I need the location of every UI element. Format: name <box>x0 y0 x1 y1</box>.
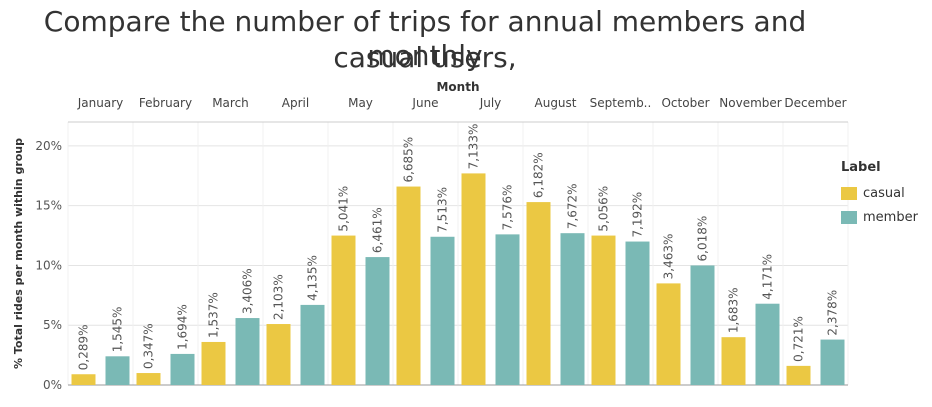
data-label-casual-11: 0,721% <box>792 316 806 362</box>
data-label-member-1: 1,694% <box>176 304 190 350</box>
chart-title-line1: Compare the number of trips for annual m… <box>43 5 807 74</box>
data-label-member-11: 2,378% <box>826 290 840 336</box>
y-tick-label: 20% <box>35 139 62 153</box>
bar-casual-7 <box>526 202 551 385</box>
data-label-casual-2: 1,537% <box>207 292 221 338</box>
data-label-member-9: 6,018% <box>696 216 710 262</box>
legend: Label casual member <box>841 160 918 229</box>
bar-casual-4 <box>331 235 356 385</box>
data-label-member-0: 1,545% <box>111 307 125 353</box>
bar-casual-11 <box>786 365 811 385</box>
bar-member-9 <box>690 265 715 385</box>
bar-member-11 <box>820 339 845 385</box>
data-label-member-3: 4,135% <box>306 255 320 301</box>
data-label-casual-9: 3,463% <box>662 234 676 280</box>
month-label: August <box>535 96 577 110</box>
data-label-member-2: 3,406% <box>241 268 255 314</box>
legend-label-member: member <box>863 209 918 225</box>
bar-casual-9 <box>656 283 681 385</box>
data-label-member-5: 7,513% <box>436 187 450 233</box>
data-label-member-6: 7,576% <box>501 185 515 231</box>
month-label: March <box>212 96 249 110</box>
bar-casual-1 <box>136 373 161 385</box>
y-tick-label: 10% <box>35 258 62 272</box>
legend-label-casual: casual <box>863 185 905 201</box>
month-label: May <box>348 96 373 110</box>
x-header-title: Month <box>436 80 479 94</box>
data-label-member-8: 7,192% <box>631 192 645 238</box>
bar-casual-2 <box>201 341 226 385</box>
data-label-casual-7: 6,182% <box>532 152 546 198</box>
bar-member-5 <box>430 236 455 385</box>
bar-member-10 <box>755 303 780 385</box>
x-axis-header: Month January February March April May June Jul… <box>77 80 847 110</box>
data-label-casual-4: 5,041% <box>337 186 351 232</box>
y-axis-title: % Total rides per month within group <box>12 138 25 369</box>
data-label-member-7: 7,672% <box>566 183 580 229</box>
month-label: January <box>77 96 124 110</box>
bar-member-4 <box>365 257 390 385</box>
legend-swatch-member <box>841 210 857 224</box>
bar-member-7 <box>560 233 585 385</box>
bar-casual-3 <box>266 324 291 385</box>
data-label-casual-3: 2,103% <box>272 274 286 320</box>
month-label: June <box>411 96 438 110</box>
data-label-casual-5: 6,685% <box>402 137 416 183</box>
bar-casual-10 <box>721 337 746 385</box>
data-labels: 0,289% 0,347% 1,537% 2,103% 5,041% 6,685% 7,13… <box>77 124 840 371</box>
month-label: December <box>784 96 846 110</box>
month-label: November <box>719 96 781 110</box>
data-label-casual-6: 7,133% <box>467 124 481 170</box>
bar-member-6 <box>495 234 520 385</box>
month-label: July <box>479 96 502 110</box>
bar-casual-5 <box>396 186 421 385</box>
legend-title: Label <box>841 160 881 175</box>
bar-member-2 <box>235 318 260 385</box>
y-tick-label: 5% <box>43 318 62 332</box>
bar-casual-8 <box>591 235 616 385</box>
month-label: Septemb.. <box>590 96 652 110</box>
gridlines <box>67 121 849 386</box>
bar-member-0 <box>105 356 130 385</box>
bar-member-8 <box>625 241 650 385</box>
legend-swatch-casual <box>841 186 857 200</box>
y-axis: 0% 5% 10% 15% 20% % Total rides per month wit… <box>12 138 62 392</box>
y-tick-label: 15% <box>35 199 62 213</box>
data-label-casual-10: 1,683% <box>727 287 741 333</box>
month-label: April <box>282 96 309 110</box>
y-tick-label: 0% <box>43 378 62 392</box>
bars <box>71 173 845 385</box>
data-label-member-10: 4,171% <box>761 254 775 300</box>
data-label-casual-0: 0,289% <box>77 324 91 370</box>
data-label-member-4: 6,461% <box>371 207 385 253</box>
bar-member-3 <box>300 304 325 385</box>
data-label-casual-1: 0,347% <box>142 323 156 369</box>
bar-casual-6 <box>461 173 486 385</box>
legend-item-member[interactable]: member <box>841 205 918 229</box>
chart-title-line2: monthly <box>367 39 483 72</box>
month-label: February <box>139 96 192 110</box>
legend-item-casual[interactable]: casual <box>841 181 918 205</box>
bar-casual-0 <box>71 374 96 385</box>
bar-member-1 <box>170 353 195 385</box>
data-label-casual-8: 5,056% <box>597 186 611 232</box>
month-label: October <box>661 96 709 110</box>
